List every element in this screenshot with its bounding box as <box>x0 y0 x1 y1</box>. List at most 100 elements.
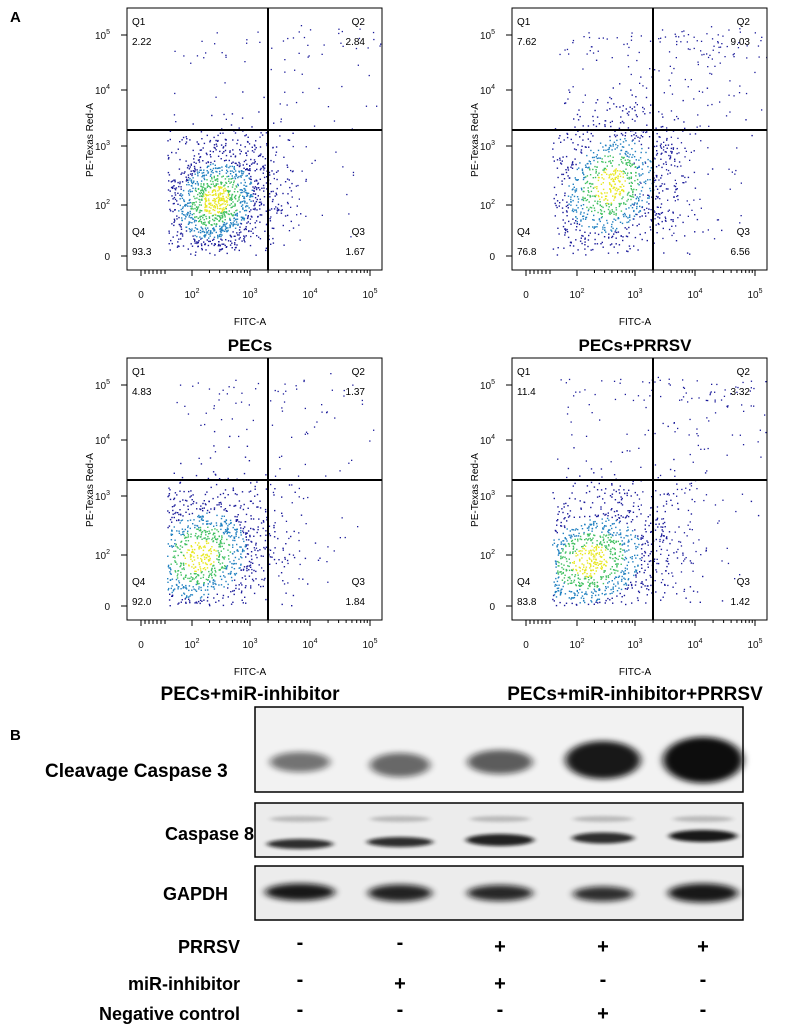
tick-base: 10 <box>95 31 107 42</box>
dot <box>605 599 607 602</box>
dot <box>252 580 255 582</box>
dot <box>169 498 172 501</box>
dot <box>647 158 649 161</box>
dot <box>616 518 618 521</box>
dot <box>650 531 652 533</box>
dot <box>605 195 608 197</box>
dot <box>690 79 692 81</box>
dot <box>171 506 174 508</box>
dot <box>563 604 566 607</box>
dot <box>629 160 631 162</box>
dot <box>604 155 606 157</box>
dot <box>196 55 199 57</box>
dot <box>184 576 187 578</box>
dot <box>612 586 614 588</box>
dot <box>612 156 614 158</box>
dot <box>627 572 630 574</box>
dot <box>209 604 211 607</box>
dot <box>626 155 628 157</box>
dot <box>611 580 613 582</box>
dot <box>628 176 630 179</box>
dot <box>220 541 222 544</box>
dot <box>733 95 735 97</box>
dot <box>194 535 196 537</box>
dot <box>223 185 225 187</box>
dot <box>559 593 562 595</box>
dot <box>232 553 234 555</box>
dot <box>713 45 715 47</box>
dot <box>629 510 632 512</box>
dot <box>203 214 206 216</box>
dot <box>205 52 207 54</box>
tick-exponent: 5 <box>759 288 763 295</box>
dot <box>216 167 219 170</box>
dot <box>177 588 179 590</box>
dot <box>213 146 215 149</box>
dot <box>626 522 628 525</box>
dot <box>177 192 179 194</box>
dot <box>229 504 231 507</box>
dot <box>642 106 644 109</box>
dot <box>222 531 225 534</box>
dot <box>609 139 611 142</box>
dot <box>194 204 196 206</box>
dot <box>570 540 573 542</box>
dot <box>638 51 640 54</box>
dot <box>168 511 170 514</box>
dot <box>224 244 226 247</box>
dot <box>235 194 237 197</box>
dot <box>594 195 597 198</box>
dot <box>220 158 222 160</box>
dot <box>214 190 217 192</box>
dot <box>169 605 171 607</box>
dot <box>224 508 227 510</box>
dot <box>194 216 196 219</box>
dot <box>622 105 624 107</box>
dot <box>619 192 622 195</box>
dot <box>198 526 200 529</box>
dot <box>185 574 187 577</box>
dot <box>245 205 248 207</box>
dot <box>662 539 665 541</box>
dot <box>588 166 590 168</box>
dot <box>233 211 236 214</box>
dot <box>556 531 558 534</box>
dot <box>649 190 652 192</box>
dot <box>697 63 699 66</box>
dot <box>232 489 234 491</box>
dot <box>567 236 570 239</box>
dot <box>250 585 252 587</box>
dot <box>207 227 209 229</box>
dot <box>196 228 198 230</box>
dot <box>255 544 257 546</box>
dot <box>612 591 615 593</box>
dot <box>220 235 222 238</box>
dot <box>555 577 557 580</box>
dot <box>621 156 623 158</box>
dot <box>604 492 606 494</box>
dot <box>250 230 252 232</box>
dot <box>645 215 647 217</box>
dot <box>608 148 610 150</box>
dot <box>602 246 604 248</box>
dot <box>259 198 261 201</box>
dot <box>608 519 610 521</box>
dot <box>211 577 213 579</box>
dot <box>194 183 197 185</box>
dot <box>180 195 183 197</box>
dot <box>305 431 308 433</box>
dot <box>308 55 310 57</box>
dot <box>218 478 221 480</box>
dot <box>187 211 189 214</box>
dot <box>644 552 647 554</box>
dot <box>621 540 623 542</box>
dot <box>228 558 230 560</box>
dot <box>600 578 602 580</box>
dot <box>208 550 210 552</box>
dot <box>709 54 711 56</box>
dot <box>218 250 221 252</box>
dot <box>619 106 621 108</box>
dot <box>629 219 631 221</box>
dot <box>649 553 651 555</box>
dot <box>243 235 245 237</box>
